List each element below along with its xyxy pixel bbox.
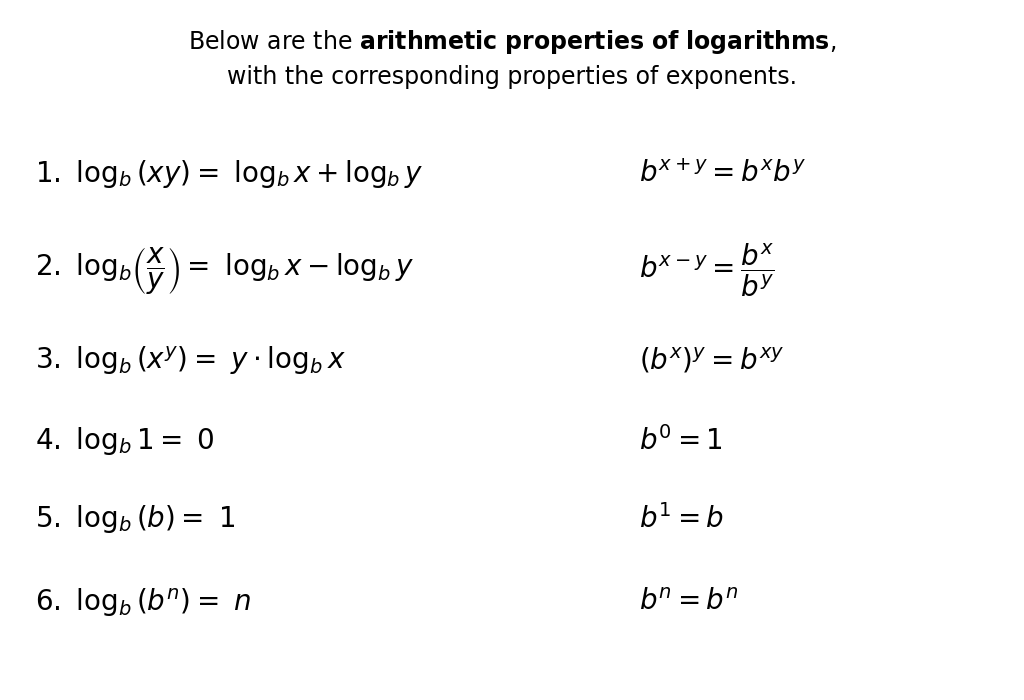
Text: $(b^{x})^{y} = b^{xy}$: $(b^{x})^{y} = b^{xy}$ (639, 346, 784, 375)
Text: $4.\ \log_{b}1 = \ 0$: $4.\ \log_{b}1 = \ 0$ (35, 426, 214, 457)
Text: with the corresponding properties of exponents.: with the corresponding properties of exp… (227, 65, 797, 89)
Text: Below are the $\bf{arithmetic\ properties\ of\ logarithms}$,: Below are the $\bf{arithmetic\ propertie… (188, 28, 836, 56)
Text: $6.\ \log_{b}(b^{n}) = \ n$: $6.\ \log_{b}(b^{n}) = \ n$ (35, 587, 251, 619)
Text: $3.\ \log_{b}(x^{y}) = \ y \cdot \log_{b}x$: $3.\ \log_{b}(x^{y}) = \ y \cdot \log_{b… (35, 344, 345, 377)
Text: $5.\ \log_{b}(b) = \ 1$: $5.\ \log_{b}(b) = \ 1$ (35, 503, 236, 536)
Text: $b^{n} = b^{n}$: $b^{n} = b^{n}$ (639, 589, 738, 617)
Text: $2.\ \log_{b}\!\left(\dfrac{x}{y}\right) = \ \log_{b}x - \log_{b}y$: $2.\ \log_{b}\!\left(\dfrac{x}{y}\right)… (35, 245, 414, 296)
Text: $b^{x+y} = b^{x}b^{y}$: $b^{x+y} = b^{x}b^{y}$ (639, 160, 806, 188)
Text: $b^{x-y} = \dfrac{b^{x}}{b^{y}}$: $b^{x-y} = \dfrac{b^{x}}{b^{y}}$ (639, 241, 774, 299)
Text: $b^{0} = 1$: $b^{0} = 1$ (639, 426, 723, 456)
Text: $b^{1} = b$: $b^{1} = b$ (639, 505, 724, 534)
Text: $1.\ \log_{b}(xy) = \ \log_{b}x + \log_{b}y$: $1.\ \log_{b}(xy) = \ \log_{b}x + \log_{… (35, 158, 423, 190)
